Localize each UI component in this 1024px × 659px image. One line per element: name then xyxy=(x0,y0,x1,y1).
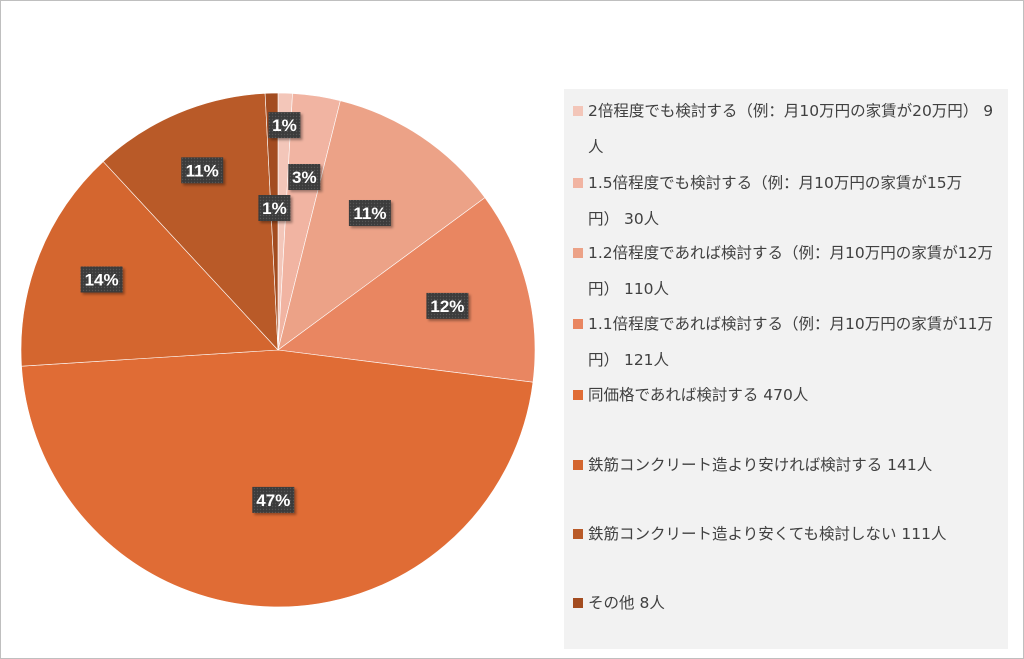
legend-count: 121人 xyxy=(623,351,670,369)
legend-swatch xyxy=(573,178,583,188)
legend-count: 9人 xyxy=(588,102,994,156)
legend-label: 2倍程度でも検討する（例：月10万円の家賃が20万円） xyxy=(588,102,979,120)
data-label: 11% xyxy=(348,200,391,226)
legend-count: 470人 xyxy=(763,386,809,404)
data-label-text: 47% xyxy=(256,491,290,510)
legend-item: 1.1倍程度であれば検討する（例：月10万円の家賃が11万円） 121人 xyxy=(573,306,1003,378)
legend-count: 8人 xyxy=(639,594,665,612)
data-label-box xyxy=(348,200,391,226)
data-label-text: 3% xyxy=(292,168,317,187)
legend-swatch xyxy=(573,598,583,608)
data-label-box xyxy=(426,292,469,319)
legend-item: 鉄筋コンクリート造より安くても検討しない 111人 xyxy=(573,516,1003,552)
legend-count: 111人 xyxy=(901,525,947,543)
legend-label: その他 xyxy=(588,594,635,612)
legend-count: 30人 xyxy=(623,210,660,228)
legend-label: 1.5倍程度でも検討する（例：月10万円の家賃が15万円） xyxy=(588,174,963,228)
data-label-box xyxy=(288,164,321,190)
legend-swatch xyxy=(573,529,583,539)
legend-label: 鉄筋コンクリート造より安くても検討しない xyxy=(588,525,897,543)
data-label-text: 11% xyxy=(186,161,219,180)
data-label: 14% xyxy=(80,266,123,293)
legend-item: 2倍程度でも検討する（例：月10万円の家賃が20万円） 9人 xyxy=(573,93,1003,165)
pie-slice xyxy=(102,93,279,351)
legend-label: 1.2倍程度であれば検討する（例：月10万円の家賃が12万円） xyxy=(588,244,993,298)
pie-slice xyxy=(21,349,534,608)
legend-item: 同価格であれば検討する 470人 xyxy=(573,377,1003,413)
legend-count: 141人 xyxy=(887,456,933,474)
legend-label: 鉄筋コンクリート造より安ければ検討する xyxy=(588,456,883,474)
data-label-box xyxy=(181,157,224,184)
data-label: 1% xyxy=(268,112,301,139)
legend-swatch xyxy=(573,460,583,470)
data-label-box xyxy=(252,486,295,513)
legend-item: 鉄筋コンクリート造より安ければ検討する 141人 xyxy=(573,447,1003,483)
legend-count: 110人 xyxy=(623,280,670,298)
data-label: 11% xyxy=(181,157,224,184)
data-label-box xyxy=(258,195,291,221)
legend-item: 1.2倍程度であれば検討する（例：月10万円の家賃が12万円） 110人 xyxy=(573,235,1003,307)
data-label: 3% xyxy=(288,164,321,190)
legend-label: 同価格であれば検討する xyxy=(588,386,759,404)
pie-slice xyxy=(20,161,279,367)
pie-slice xyxy=(264,92,279,351)
data-label-text: 12% xyxy=(430,297,464,316)
legend-swatch xyxy=(573,248,583,258)
pie-slice xyxy=(277,197,536,383)
data-label: 47% xyxy=(252,486,295,513)
data-label-text: 14% xyxy=(85,271,119,290)
legend-swatch xyxy=(573,390,583,400)
data-label-box xyxy=(80,266,123,293)
legend-swatch xyxy=(573,106,583,116)
legend: 2倍程度でも検討する（例：月10万円の家賃が20万円） 9人 1.5倍程度でも検… xyxy=(564,89,1008,649)
data-label-box xyxy=(268,112,301,139)
legend-item: その他 8人 xyxy=(573,585,1003,621)
data-label: 12% xyxy=(426,292,469,319)
legend-item: 1.5倍程度でも検討する（例：月10万円の家賃が15万円） 30人 xyxy=(573,165,1003,237)
legend-swatch xyxy=(573,319,583,329)
data-label: 1% xyxy=(258,195,291,221)
data-label-text: 1% xyxy=(262,199,287,218)
data-label-text: 11% xyxy=(353,204,386,223)
legend-label: 1.1倍程度であれば検討する（例：月10万円の家賃が11万円） xyxy=(588,315,993,369)
data-label-text: 1% xyxy=(272,116,297,135)
